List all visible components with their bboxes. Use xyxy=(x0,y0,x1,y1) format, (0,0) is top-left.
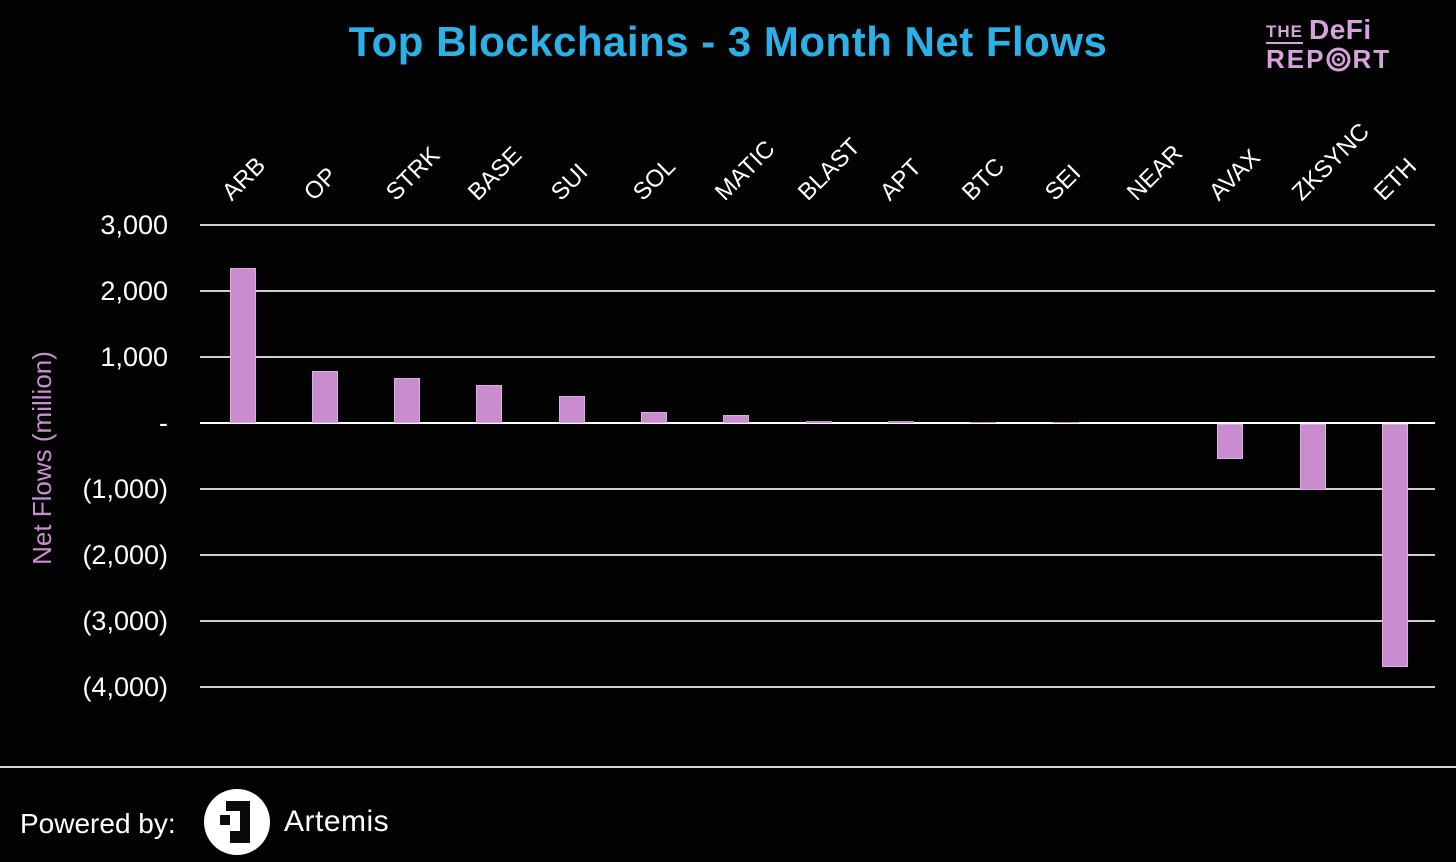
artemis-logo: Artemis xyxy=(204,789,389,855)
bar-sui xyxy=(558,395,585,423)
bar-blast xyxy=(805,420,832,423)
y-tick-label: 3,000 xyxy=(100,210,168,240)
brand-the-label: THE xyxy=(1266,23,1303,44)
x-axis-label-apt: APT xyxy=(875,153,928,206)
bullseye-o-icon xyxy=(1326,47,1351,71)
gridline xyxy=(200,290,1435,292)
x-axis-label-zksync: ZKSYNC xyxy=(1286,118,1375,206)
bar-strk xyxy=(394,377,421,423)
x-axis-label-blast: BLAST xyxy=(792,133,866,206)
bar-base xyxy=(476,384,503,423)
x-axis-label-sei: SEI xyxy=(1039,159,1087,206)
gridline xyxy=(200,686,1435,688)
x-axis-label-sol: SOL xyxy=(628,152,682,206)
y-tick-label: (2,000) xyxy=(82,540,168,570)
x-axis-label-base: BASE xyxy=(463,141,528,206)
footer-divider xyxy=(0,766,1456,768)
brand-line2: REP RT xyxy=(1266,46,1396,72)
gridline xyxy=(200,554,1435,556)
defi-report-logo: THE DeFi REP RT xyxy=(1266,16,1396,72)
x-axis-label-op: OP xyxy=(298,162,343,206)
artemis-label: Artemis xyxy=(284,805,390,838)
gridline xyxy=(200,224,1435,226)
y-tick-label: (3,000) xyxy=(82,606,168,636)
bar-zksync xyxy=(1299,424,1326,491)
brand-defi-label: DeFi xyxy=(1309,14,1372,45)
x-axis-label-btc: BTC xyxy=(957,152,1011,206)
x-axis-label-matic: MATIC xyxy=(710,135,782,206)
x-axis-label-sui: SUI xyxy=(545,158,594,206)
bar-matic xyxy=(723,415,750,423)
gridline xyxy=(200,488,1435,490)
brand-line1: THE DeFi xyxy=(1266,16,1396,44)
bar-sol xyxy=(641,411,668,423)
bar-eth xyxy=(1382,424,1409,667)
gridline xyxy=(200,620,1435,622)
x-axis-label-eth: ETH xyxy=(1369,152,1423,206)
y-tick-label: (4,000) xyxy=(82,672,168,702)
y-tick-label: 1,000 xyxy=(100,342,168,372)
x-axis-label-strk: STRK xyxy=(381,141,446,206)
bar-apt xyxy=(888,421,915,423)
zero-axis-line xyxy=(200,422,1435,424)
bar-btc xyxy=(970,421,997,423)
bar-avax xyxy=(1217,424,1244,459)
brand-report-post-label: RT xyxy=(1352,44,1392,74)
powered-by-label: Powered by: xyxy=(20,808,176,839)
x-axis-label-arb: ARB xyxy=(216,152,271,206)
x-axis-label-avax: AVAX xyxy=(1204,144,1267,206)
chart-title: Top Blockchains - 3 Month Net Flows xyxy=(348,18,1108,65)
y-tick-label: 2,000 xyxy=(100,276,168,306)
gridline xyxy=(200,356,1435,358)
bar-op xyxy=(311,370,338,423)
artemis-pixel-a-icon xyxy=(204,789,270,855)
x-axis-label-near: NEAR xyxy=(1122,139,1189,206)
y-tick-label: (1,000) xyxy=(82,474,168,504)
brand-report-pre-label: REP xyxy=(1266,44,1326,74)
bar-sei xyxy=(1052,422,1079,423)
y-tick-label: - xyxy=(159,408,168,438)
bar-arb xyxy=(229,267,256,423)
